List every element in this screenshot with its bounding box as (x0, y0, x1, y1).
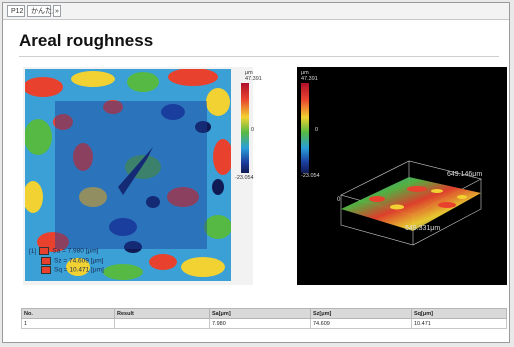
stat-index: [1] (29, 247, 37, 255)
tab-bar: P12 かんたん » (3, 3, 509, 20)
scale-unit: μm (301, 70, 309, 76)
stat-sq: Sq = 10.471 [μm] (29, 266, 139, 276)
color-scale-bar (241, 83, 249, 173)
cell-sq: 10.471 (411, 318, 507, 329)
height-map-image (25, 69, 231, 281)
stat-text: Sq = 10.471 [μm] (54, 266, 104, 274)
stat-sa: [1] Sa = 7.980 [μm] (29, 247, 139, 257)
scale-mid-label: 0 (315, 127, 319, 133)
tab-more-button[interactable]: » (53, 5, 61, 17)
scale-min-label: -23.054 (235, 175, 254, 181)
cell-no: 1 (21, 318, 115, 329)
page-title: Areal roughness (19, 31, 154, 50)
height-map-view[interactable]: μm 47.391 0 -23.054 (23, 67, 262, 285)
col-sz-header: Sz[μm] (310, 308, 412, 319)
scale-min-label: -23.054 (301, 173, 320, 179)
stat-color-box (41, 266, 51, 275)
axis-origin-label: 0 (337, 197, 341, 203)
col-sa-header: Sa[μm] (209, 308, 311, 319)
stat-text: Sz = 74.609 [μm] (54, 257, 104, 265)
color-scale-bar (301, 83, 309, 173)
stat-text: Sa = 7.980 [μm] (52, 247, 99, 255)
axis-y-label: 649.146μm (447, 171, 483, 178)
selection-region[interactable] (55, 101, 207, 249)
cell-sz: 74.609 (310, 318, 412, 329)
stat-color-box (39, 247, 50, 255)
scale-max-label: 47.391 (245, 76, 262, 82)
scale-max-label: 47.391 (301, 76, 318, 82)
col-sq-header: Sq[μm] (411, 308, 507, 319)
stat-color-box (41, 256, 51, 265)
height-map-canvas (25, 69, 249, 281)
title-divider (19, 56, 499, 57)
scale-mid-label: 0 (251, 127, 255, 133)
stat-sz: Sz = 74.609 [μm] (29, 256, 139, 267)
results-table: No. Result Sa[μm] Sz[μm] Sq[μm] 1 7.980 … (21, 308, 507, 329)
3d-surface-highlights (390, 189, 467, 210)
report-window: P12 かんたん » Areal roughness (2, 2, 510, 343)
3d-surface-canvas (301, 83, 482, 246)
3d-surface-peaks (369, 186, 456, 208)
scale-unit: μm (245, 70, 253, 76)
3d-surface (341, 177, 481, 231)
tab-kantan[interactable]: かんたん (27, 5, 59, 17)
table-row[interactable]: 1 7.980 74.609 10.471 (21, 318, 507, 329)
axis-x-label: 649.331μm (405, 225, 441, 232)
cell-result (114, 318, 210, 329)
tab-p12[interactable]: P12 (7, 5, 25, 17)
cell-sa: 7.980 (209, 318, 311, 329)
3d-surface-view[interactable]: μm 47.391 0 -23.054 0 649.146μm 649.331μ… (297, 67, 507, 285)
col-no-header: No. (21, 308, 115, 319)
col-result-header: Result (114, 308, 210, 319)
roughness-stats: [1] Sa = 7.980 [μm] Sz = 74.609 [μm] Sq =… (29, 247, 139, 277)
table-header-row: No. Result Sa[μm] Sz[μm] Sq[μm] (21, 308, 507, 319)
